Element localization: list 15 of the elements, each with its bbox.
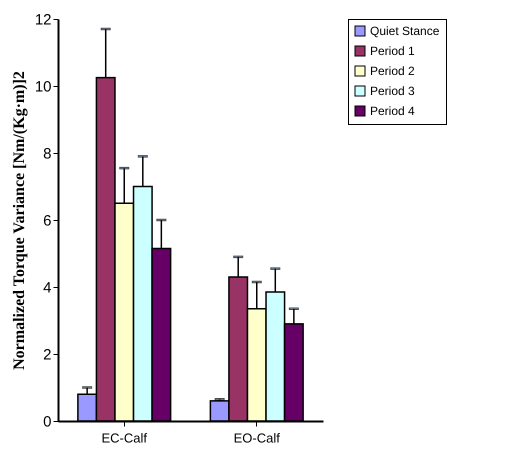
y-tick-label: 0 bbox=[43, 414, 52, 430]
y-tick-label: 8 bbox=[43, 146, 52, 162]
legend-label: Period 4 bbox=[370, 104, 416, 118]
x-tick-label: EO-Calf bbox=[234, 430, 280, 446]
y-axis-title: Normalized Torque Variance [Nm/(Kg·m)]2 bbox=[10, 71, 28, 370]
x-tick-label: EC-Calf bbox=[101, 430, 148, 446]
legend-label: Period 3 bbox=[370, 84, 416, 98]
y-tick-label: 4 bbox=[43, 280, 52, 296]
legend-label: Period 2 bbox=[370, 64, 416, 78]
y-tick-label: 2 bbox=[43, 346, 52, 364]
y-tick-label: 12 bbox=[34, 12, 52, 28]
legend-label: Period 1 bbox=[370, 44, 416, 58]
y-tick-label: 6 bbox=[43, 212, 52, 230]
y-tick-label: 10 bbox=[34, 78, 52, 96]
legend-label: Quiet Stance bbox=[370, 24, 440, 38]
